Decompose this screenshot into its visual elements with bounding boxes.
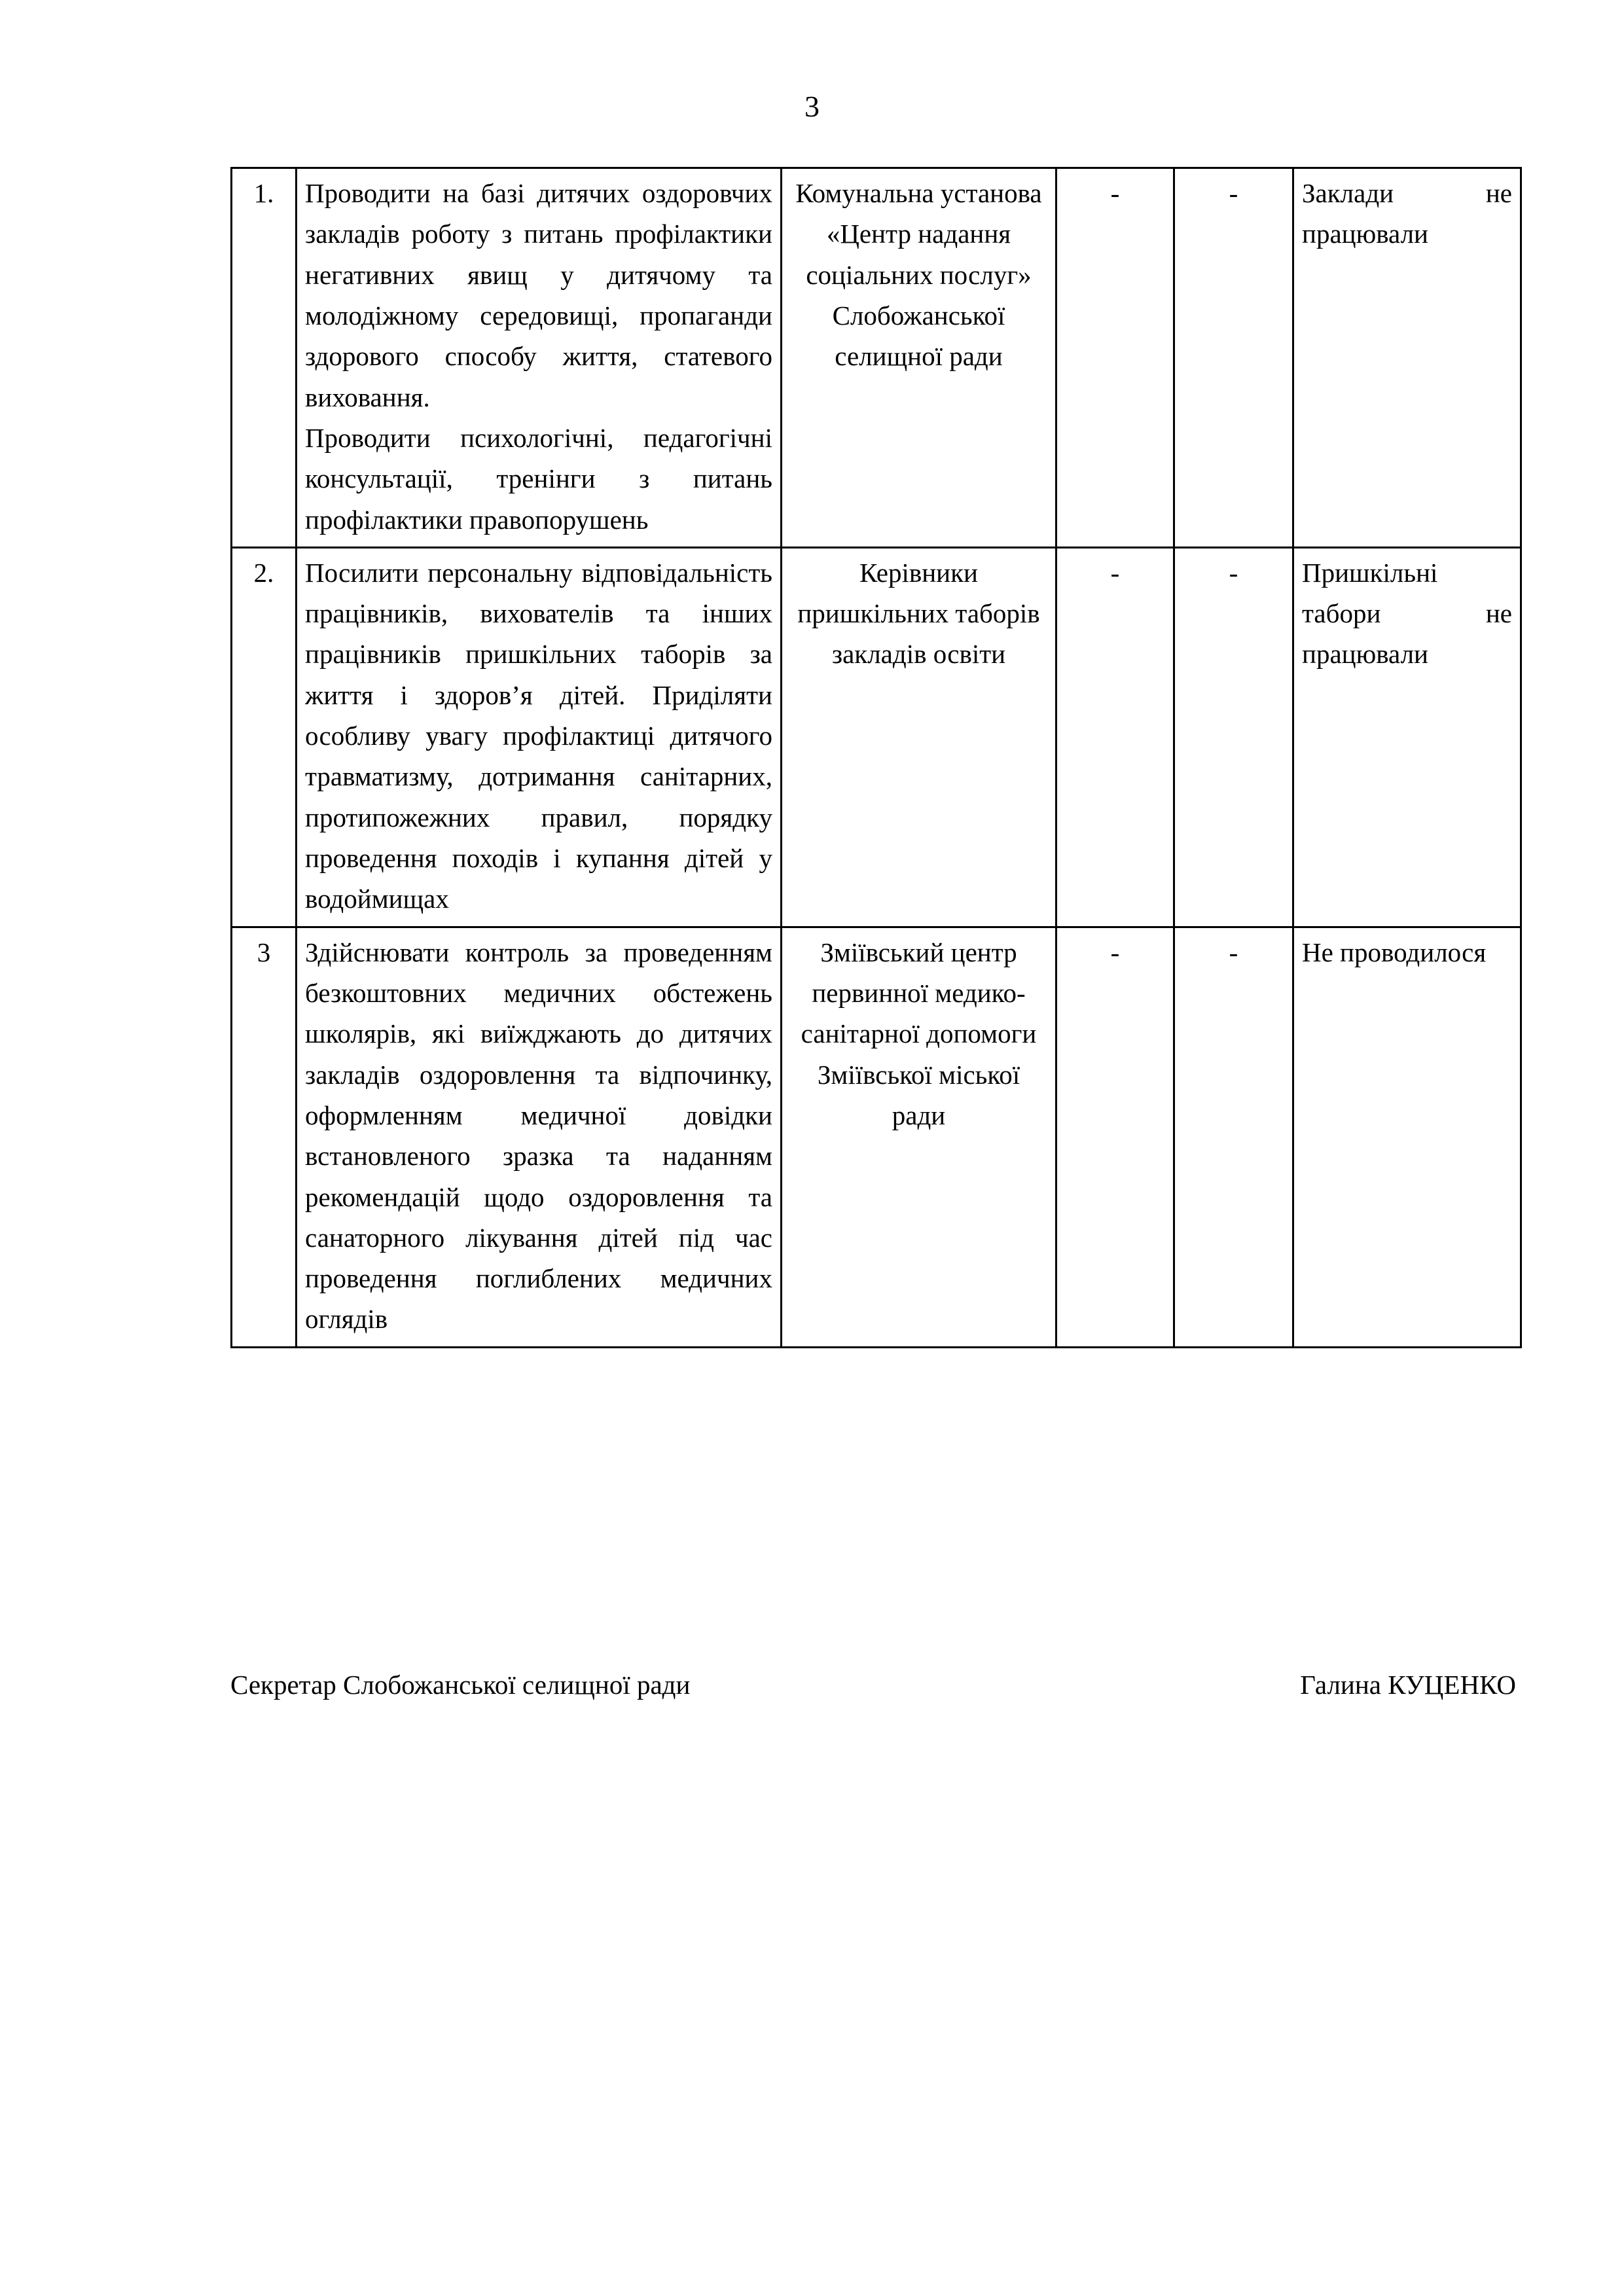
task-cell: Проводити на базі дитячих оздоровчих зак…: [295, 167, 782, 548]
plan-cell: -: [1055, 546, 1175, 928]
executor-cell: Керівники пришкільних таборів закладів о…: [780, 546, 1057, 928]
plan-cell: -: [1055, 925, 1175, 1348]
task-paragraph: Проводити психологічні, педагогічні конс…: [305, 422, 772, 535]
task-paragraph: Проводити на базі дитячих оздоровчих зак…: [305, 178, 772, 412]
task-cell: Посилити персональну відповідальність пр…: [295, 546, 782, 928]
table-row: 3 Здійснювати контроль за проведенням бе…: [230, 925, 1522, 1348]
note-cell: Не проводилося: [1292, 925, 1522, 1348]
note-cell: Пришкільні табори не працювали: [1292, 546, 1522, 928]
task-paragraph: Посилити персональну відповідальність пр…: [305, 557, 772, 914]
row-number-cell: 3: [230, 925, 297, 1348]
table-row: 1. Проводити на базі дитячих оздоровчих …: [230, 167, 1522, 548]
task-paragraph: Здійснювати контроль за проведенням безк…: [305, 937, 772, 1335]
fact-cell: -: [1173, 167, 1294, 548]
page-number: 3: [804, 90, 820, 123]
table-row: 2. Посилити персональну відповідальність…: [230, 546, 1522, 928]
table-body: 1. Проводити на базі дитячих оздоровчих …: [230, 167, 1522, 1348]
activities-table: 1. Проводити на базі дитячих оздоровчих …: [230, 167, 1522, 1348]
fact-cell: -: [1173, 925, 1294, 1348]
executor-cell: Зміївський центр первинної медико-саніта…: [780, 925, 1057, 1348]
signature-name: Галина КУЦЕНКО: [1300, 1670, 1516, 1700]
fact-cell: -: [1173, 546, 1294, 928]
task-cell: Здійснювати контроль за проведенням безк…: [295, 925, 782, 1348]
row-number-cell: 1.: [230, 167, 297, 548]
signature-role: Секретар Слобожанської селищної ради: [230, 1670, 691, 1700]
signature-block: Секретар Слобожанської селищної ради Гал…: [230, 1668, 1520, 1702]
plan-cell: -: [1055, 167, 1175, 548]
row-number-cell: 2.: [230, 546, 297, 928]
executor-cell: Комунальна установа «Центр надання соціа…: [780, 167, 1057, 548]
note-cell: Заклади не працювали: [1292, 167, 1522, 548]
